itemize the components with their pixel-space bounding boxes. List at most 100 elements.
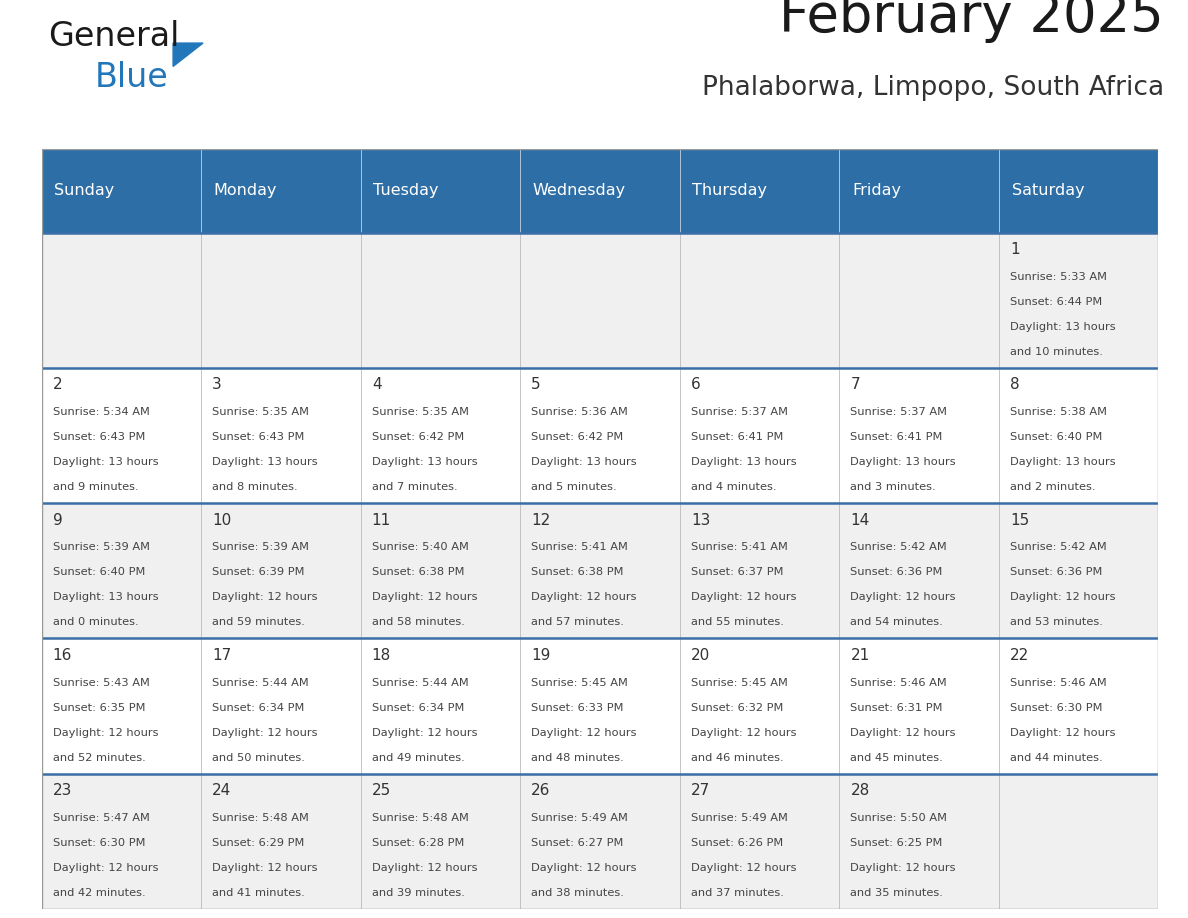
Text: 11: 11 (372, 512, 391, 528)
Text: Sunrise: 5:35 AM: Sunrise: 5:35 AM (213, 408, 309, 417)
Text: 4: 4 (372, 377, 381, 393)
Text: Monday: Monday (214, 184, 277, 198)
Text: Sunrise: 5:38 AM: Sunrise: 5:38 AM (1010, 408, 1107, 417)
Text: and 8 minutes.: and 8 minutes. (213, 482, 298, 492)
Text: and 0 minutes.: and 0 minutes. (52, 618, 138, 628)
Text: Daylight: 12 hours: Daylight: 12 hours (372, 728, 478, 738)
Text: Sunset: 6:40 PM: Sunset: 6:40 PM (52, 567, 145, 577)
Bar (201, 503, 361, 638)
Text: Sunrise: 5:45 AM: Sunrise: 5:45 AM (691, 677, 788, 688)
Text: 27: 27 (691, 783, 710, 798)
Text: Sunrise: 5:49 AM: Sunrise: 5:49 AM (531, 812, 628, 823)
Bar (839, 233, 999, 368)
Bar (361, 368, 520, 503)
Bar (680, 774, 839, 909)
Text: Daylight: 12 hours: Daylight: 12 hours (372, 863, 478, 873)
Text: and 53 minutes.: and 53 minutes. (1010, 618, 1102, 628)
Text: Daylight: 12 hours: Daylight: 12 hours (531, 863, 637, 873)
Bar (520, 368, 680, 503)
Text: 28: 28 (851, 783, 870, 798)
Text: Daylight: 13 hours: Daylight: 13 hours (52, 592, 158, 602)
Text: Daylight: 12 hours: Daylight: 12 hours (691, 592, 796, 602)
Bar (999, 149, 1158, 233)
Text: Sunset: 6:26 PM: Sunset: 6:26 PM (691, 838, 783, 848)
Text: Sunrise: 5:48 AM: Sunrise: 5:48 AM (372, 812, 469, 823)
Text: 8: 8 (1010, 377, 1019, 393)
Bar (680, 368, 839, 503)
Text: and 52 minutes.: and 52 minutes. (52, 753, 145, 763)
Text: and 5 minutes.: and 5 minutes. (531, 482, 617, 492)
Text: Sunset: 6:43 PM: Sunset: 6:43 PM (213, 432, 304, 442)
Text: Daylight: 12 hours: Daylight: 12 hours (213, 728, 317, 738)
Text: 14: 14 (851, 512, 870, 528)
Text: Daylight: 12 hours: Daylight: 12 hours (52, 728, 158, 738)
Text: Sunrise: 5:39 AM: Sunrise: 5:39 AM (52, 543, 150, 553)
Bar (680, 233, 839, 368)
Text: and 7 minutes.: and 7 minutes. (372, 482, 457, 492)
Bar (201, 638, 361, 774)
Bar (42, 368, 201, 503)
Text: Daylight: 13 hours: Daylight: 13 hours (1010, 322, 1116, 332)
Text: and 38 minutes.: and 38 minutes. (531, 888, 624, 898)
Text: Sunset: 6:32 PM: Sunset: 6:32 PM (691, 702, 783, 712)
Text: Daylight: 13 hours: Daylight: 13 hours (372, 457, 478, 467)
Text: Sunset: 6:30 PM: Sunset: 6:30 PM (52, 838, 145, 848)
Text: Sunrise: 5:41 AM: Sunrise: 5:41 AM (531, 543, 628, 553)
Bar (520, 503, 680, 638)
Text: Daylight: 12 hours: Daylight: 12 hours (52, 863, 158, 873)
Text: Sunrise: 5:37 AM: Sunrise: 5:37 AM (851, 408, 947, 417)
Text: Sunset: 6:28 PM: Sunset: 6:28 PM (372, 838, 465, 848)
Bar (999, 233, 1158, 368)
Bar (520, 638, 680, 774)
Text: Sunset: 6:38 PM: Sunset: 6:38 PM (531, 567, 624, 577)
Text: 9: 9 (52, 512, 63, 528)
Bar (520, 149, 680, 233)
Text: Sunrise: 5:39 AM: Sunrise: 5:39 AM (213, 543, 309, 553)
Text: Sunrise: 5:44 AM: Sunrise: 5:44 AM (372, 677, 468, 688)
Text: 17: 17 (213, 648, 232, 663)
Text: 6: 6 (691, 377, 701, 393)
Text: 19: 19 (531, 648, 551, 663)
Text: Daylight: 13 hours: Daylight: 13 hours (213, 457, 318, 467)
Bar (201, 149, 361, 233)
Text: Sunset: 6:36 PM: Sunset: 6:36 PM (1010, 567, 1102, 577)
Text: Sunrise: 5:42 AM: Sunrise: 5:42 AM (1010, 543, 1107, 553)
Text: Sunrise: 5:50 AM: Sunrise: 5:50 AM (851, 812, 947, 823)
Text: Sunset: 6:38 PM: Sunset: 6:38 PM (372, 567, 465, 577)
Bar (201, 233, 361, 368)
Text: Daylight: 12 hours: Daylight: 12 hours (691, 863, 796, 873)
Text: 1: 1 (1010, 242, 1019, 257)
Bar (839, 149, 999, 233)
Bar (999, 774, 1158, 909)
Polygon shape (173, 43, 203, 66)
Text: and 45 minutes.: and 45 minutes. (851, 753, 943, 763)
Bar (42, 774, 201, 909)
Text: Daylight: 12 hours: Daylight: 12 hours (531, 592, 637, 602)
Text: Sunset: 6:41 PM: Sunset: 6:41 PM (851, 432, 943, 442)
Text: February 2025: February 2025 (779, 0, 1164, 43)
Text: and 2 minutes.: and 2 minutes. (1010, 482, 1095, 492)
Bar (999, 368, 1158, 503)
Text: 23: 23 (52, 783, 72, 798)
Bar (839, 638, 999, 774)
Text: Sunrise: 5:40 AM: Sunrise: 5:40 AM (372, 543, 469, 553)
Text: 12: 12 (531, 512, 550, 528)
Text: 3: 3 (213, 377, 222, 393)
Text: Daylight: 12 hours: Daylight: 12 hours (213, 592, 317, 602)
Text: Sunset: 6:31 PM: Sunset: 6:31 PM (851, 702, 943, 712)
Bar (520, 774, 680, 909)
Text: Sunset: 6:34 PM: Sunset: 6:34 PM (213, 702, 304, 712)
Text: Daylight: 13 hours: Daylight: 13 hours (691, 457, 796, 467)
Text: and 10 minutes.: and 10 minutes. (1010, 347, 1102, 357)
Bar (42, 149, 201, 233)
Text: Daylight: 12 hours: Daylight: 12 hours (1010, 728, 1116, 738)
Text: Daylight: 12 hours: Daylight: 12 hours (372, 592, 478, 602)
Text: Sunrise: 5:46 AM: Sunrise: 5:46 AM (1010, 677, 1107, 688)
Bar (839, 368, 999, 503)
Bar (361, 149, 520, 233)
Text: 5: 5 (531, 377, 541, 393)
Text: Sunset: 6:35 PM: Sunset: 6:35 PM (52, 702, 145, 712)
Bar (201, 368, 361, 503)
Text: and 46 minutes.: and 46 minutes. (691, 753, 784, 763)
Text: Sunrise: 5:43 AM: Sunrise: 5:43 AM (52, 677, 150, 688)
